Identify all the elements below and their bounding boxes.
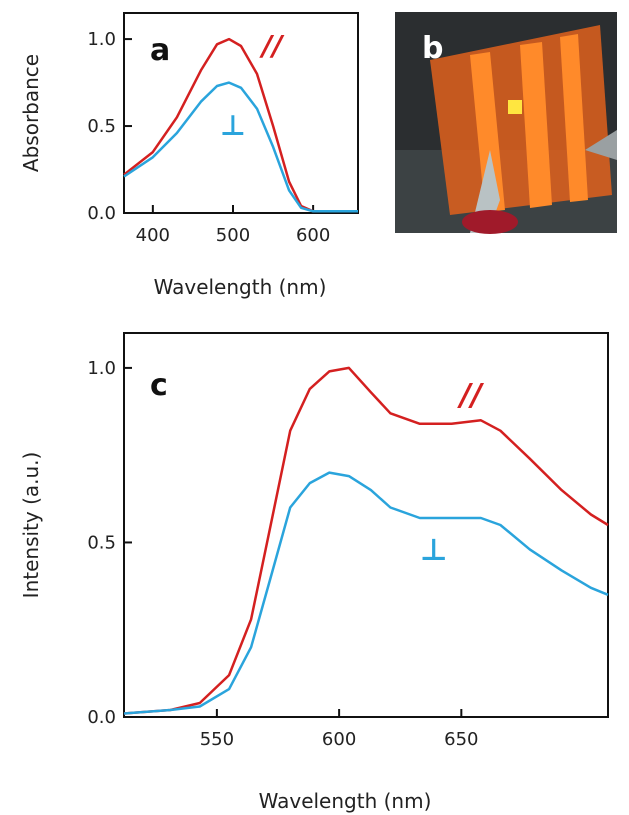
x-tick-label: 500 [216,225,250,246]
y-tick-label: 0.5 [87,116,116,137]
y-axis-label: Intensity (a.u.) [19,452,43,599]
y-tick-label: 1.0 [87,29,116,50]
y-tick-label: 0.5 [87,532,116,553]
x-tick-label: 550 [200,729,234,750]
x-tick-label: 600 [296,225,330,246]
y-tick-label: 0.0 [87,707,116,728]
chart: 550 600 650 0.0 0.5 1.0 // ⊥ c Wavelength (nm) Int… [19,332,609,813]
y-axis-label: Absorbance [19,54,43,172]
series-label: ⊥ [420,533,447,568]
chart: 400 500 600 0.0 0.5 1.0 // ⊥ a Wavelength (nm) Abs… [19,12,359,299]
series-label: ⊥ [220,109,246,142]
y-tick-label: 1.0 [87,358,116,379]
panel-label: b [422,31,443,66]
y-tick-label: 0.0 [87,203,116,224]
photo: b [395,12,617,234]
data-line [123,471,609,715]
series-label: // [259,29,285,62]
plot-frame [123,12,359,214]
x-tick-label: 650 [444,729,478,750]
plot-frame [123,332,609,718]
x-axis-label: Wavelength (nm) [259,789,432,813]
series-label: // [457,378,485,413]
data-line [123,366,609,715]
data-line [123,81,358,213]
x-tick-label: 400 [136,225,170,246]
x-tick-label: 600 [322,729,356,750]
panel-label: c [150,368,168,403]
panel-label: a [150,33,170,68]
x-axis-label: Wavelength (nm) [154,275,327,299]
